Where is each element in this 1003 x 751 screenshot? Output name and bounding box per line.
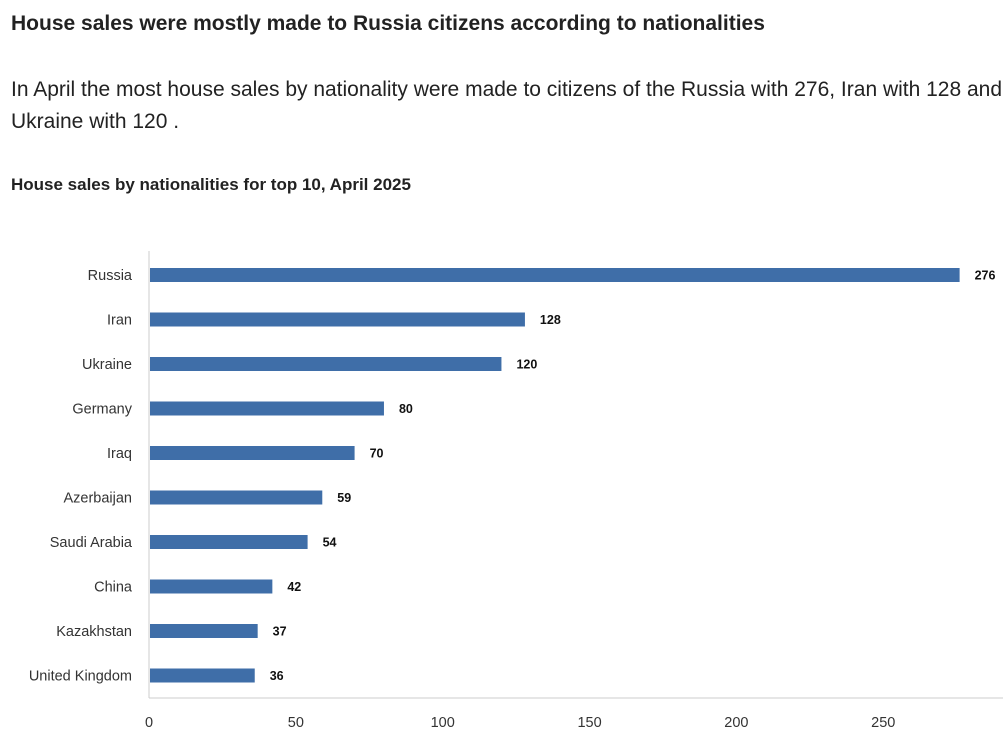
bar [150,535,308,549]
bar [150,668,255,683]
bar [150,490,323,505]
category-label: Saudi Arabia [50,535,133,551]
category-label: Iran [107,313,132,329]
headline: House sales were mostly made to Russia c… [11,12,765,35]
category-label: United Kingdom [29,669,132,685]
value-label: 37 [273,625,287,639]
bar [150,446,355,460]
x-tick-label: 150 [577,715,601,731]
bar [150,401,384,416]
axis-layer [148,251,1003,699]
x-tick-label: 100 [431,715,455,731]
value-label: 42 [287,580,301,594]
value-label: 276 [975,269,996,283]
value-label: 128 [540,313,561,327]
chart-title: House sales by nationalities for top 10,… [11,175,411,194]
category-label: Ukraine [82,357,132,373]
x-tick-label: 250 [871,715,895,731]
labels-layer: Russia 276 Iran 128 Ukraine 120 Germany 80 Iraq 7… [29,268,996,685]
value-label: 70 [370,447,384,461]
x-tick-label: 50 [288,715,304,731]
summary-text: In April the most house sales by nationa… [11,78,1003,133]
value-label: 59 [337,491,351,505]
bar [150,579,273,594]
bar [150,312,525,327]
category-label: Azerbaijan [63,491,132,507]
value-label: 80 [399,402,413,416]
category-label: Germany [72,402,132,418]
bar [150,357,502,371]
category-label: China [94,580,133,596]
category-label: Iraq [107,446,132,462]
value-label: 120 [516,358,537,372]
bar [150,624,258,638]
bar [150,268,960,282]
category-label: Kazakhstan [56,624,132,640]
x-tick-label: 0 [145,715,153,731]
value-label: 36 [270,669,284,683]
value-label: 54 [323,536,337,550]
bars-layer [150,268,960,683]
category-label: Russia [88,268,133,284]
x-tick-label: 200 [724,715,748,731]
ticks-layer: 0 50 100 150 200 250 [145,715,895,731]
